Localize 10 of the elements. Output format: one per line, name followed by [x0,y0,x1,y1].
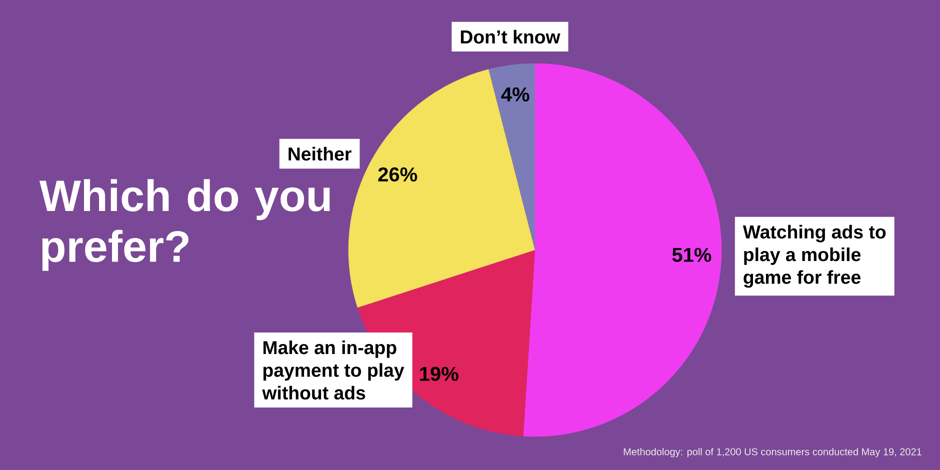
data-label: 4% [501,87,530,102]
slice-label: Neither [288,146,352,161]
text: Methodology: poll of 1,200 US consumers conducted May 19, 2021 [624,448,922,458]
data-label: 26% [378,167,418,182]
slice-label: Watching ads to play a mobile game for free [742,224,886,288]
data-label: 51% [672,248,712,262]
slice-label: Don’t know [460,30,560,44]
data-label: 19% [420,366,458,381]
text: Which do you prefer? [39,179,330,271]
slice-label: Make an in-app payment to play without ads [262,340,404,400]
